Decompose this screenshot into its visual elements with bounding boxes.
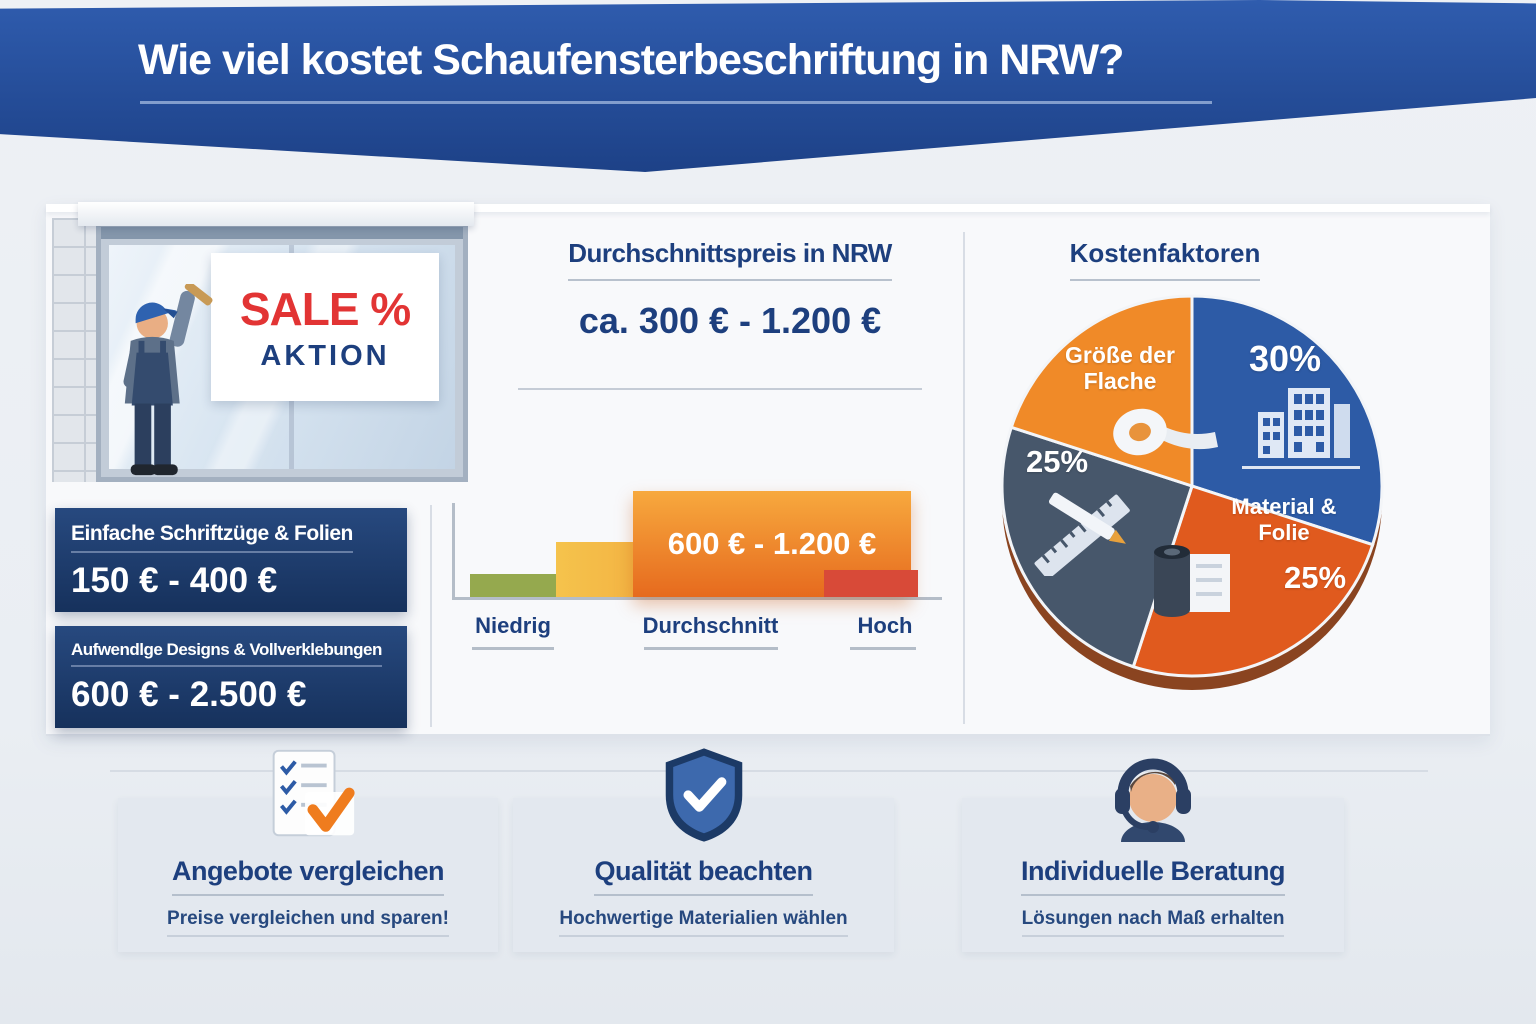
ruler-pencil-icon (1034, 492, 1130, 576)
slice-label-size-line2: Flache (1083, 368, 1157, 395)
x-label-niedrig: Niedrig (475, 613, 551, 638)
slice-label-size: Größe der Flache (1040, 342, 1200, 395)
window-lintel (78, 202, 474, 226)
bottom-shelf-line (110, 770, 1428, 772)
price-box-simple: Einfache Schriftzüge & Folien 150 € - 40… (55, 508, 407, 612)
tip-quality-title: Qualität beachten (594, 856, 813, 896)
shop-window-illustration: SALE % AKTION (52, 202, 474, 482)
tip-consulting-subtitle: Lösungen nach Maß erhalten (1021, 908, 1285, 937)
panel-top-edge (46, 204, 1490, 212)
x-label-underline (850, 647, 916, 650)
average-price-range: ca. 300 € - 1.200 € (578, 300, 882, 341)
bar-hoch (824, 570, 918, 597)
title-underline (140, 101, 1212, 104)
worker-illustration (123, 284, 213, 476)
x-label-hoch: Hoch (857, 613, 913, 638)
column-divider-right (963, 232, 965, 724)
building-icon (1258, 388, 1350, 458)
price-box-complex-label: Aufwendlge Designs & Vollverklebungen (71, 640, 382, 667)
aktion-text: AKTION (260, 339, 390, 372)
tip-card-consulting: Individuelle Beratung Lösungen nach Maß … (962, 758, 1344, 952)
sale-poster: SALE % AKTION (211, 253, 439, 401)
x-label-underline (644, 647, 778, 650)
bar-chart-x-axis (452, 597, 942, 600)
slice-label-material-line2: Folie (1258, 520, 1310, 546)
header-banner (0, 0, 1536, 172)
tape-roll-icon (1113, 408, 1218, 456)
x-label-durchschnitt: Durchschnitt (642, 613, 779, 638)
page-title: Wie viel kostet Schaufensterbeschriftung… (138, 36, 1124, 84)
price-box-simple-label: Einfache Schriftzüge & Folien (71, 522, 353, 553)
tip-card-compare: Angebote vergleichen Preise vergleichen … (118, 749, 498, 952)
price-box-complex: Aufwendlge Designs & Vollverklebungen 60… (55, 626, 407, 728)
cost-factors-pie-chart: Größe der Flache 30% 25% Material & Foli… (992, 286, 1397, 706)
cost-factors-title: Kostenfaktoren (1069, 238, 1261, 281)
tip-quality-subtitle: Hochwertige Materialien wählen (559, 908, 848, 937)
building-icon-underline (1242, 466, 1360, 469)
tip-compare-subtitle: Preise vergleichen und sparen! (167, 908, 449, 937)
tip-compare-title: Angebote vergleichen (171, 856, 445, 896)
slice-label-tools-pct: 25% (1025, 444, 1089, 479)
price-box-complex-price: 600 € - 2.500 € (71, 675, 307, 714)
tip-consulting-title: Individuelle Beratung (1020, 856, 1286, 896)
average-price-title: Durchschnittspreis in NRW (568, 238, 892, 281)
price-box-simple-price: 150 € - 400 € (71, 561, 278, 600)
checklist-icon (272, 749, 355, 837)
foil-roll-icon (1154, 545, 1230, 617)
bar-niedrig (470, 574, 556, 597)
slice-label-material-pct: 25% (1283, 560, 1347, 595)
window-frame-top (101, 227, 463, 239)
x-label-underline (472, 647, 554, 650)
bar-chart-y-axis (452, 503, 455, 600)
tip-card-quality: Qualität beachten Hochwertige Materialie… (513, 748, 894, 952)
shield-check-icon (665, 748, 742, 842)
range-divider-line (518, 388, 922, 390)
pie-chart (1000, 294, 1384, 690)
column-divider-left (430, 505, 432, 727)
slice-label-material: Material & Folie (1214, 494, 1354, 547)
slice-label-size-line1: Größe der (1065, 342, 1175, 368)
slice-label-material-line1: Material & (1231, 494, 1337, 519)
headset-support-icon (1115, 758, 1191, 842)
sale-text: SALE % (239, 282, 411, 335)
slice-label-building-pct: 30% (1248, 338, 1322, 379)
